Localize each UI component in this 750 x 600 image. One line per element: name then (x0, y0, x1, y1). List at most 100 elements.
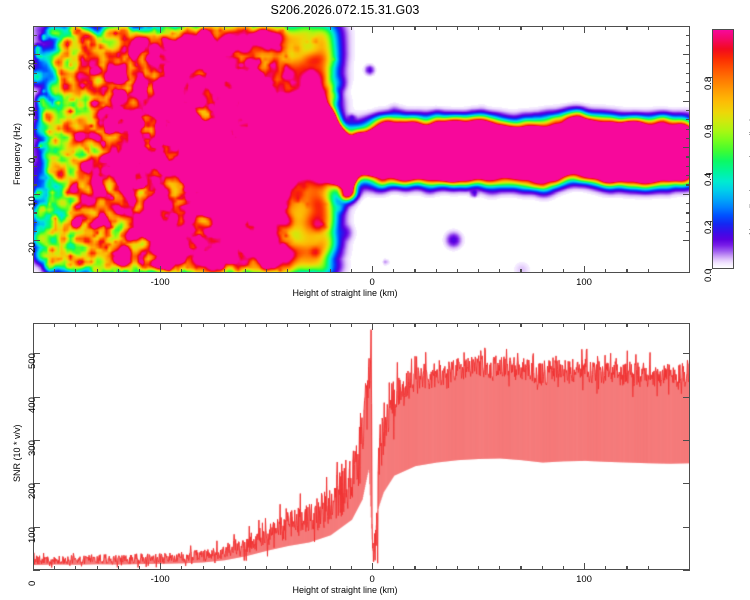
axis-tick-label: 0.2 (703, 220, 714, 234)
axis-tick-label: 100 (27, 526, 38, 543)
axis-tick (54, 323, 56, 327)
axis-tick (605, 566, 607, 570)
spectrogram-xlabel: Height of straight line (km) (292, 288, 398, 298)
axis-tick (350, 26, 352, 30)
axis-tick (683, 526, 690, 528)
axis-tick (266, 566, 268, 570)
axis-tick (54, 26, 56, 30)
axis-tick (686, 44, 690, 46)
axis-tick (414, 323, 416, 327)
axis-tick (414, 269, 416, 273)
axis-tick (686, 128, 690, 130)
axis-tick (33, 44, 37, 46)
axis-tick (33, 26, 37, 28)
axis-tick (683, 100, 690, 102)
axis-tick (372, 563, 374, 570)
axis-tick (223, 26, 225, 30)
axis-tick (96, 566, 98, 570)
axis-tick (244, 26, 247, 30)
axis-tick (138, 323, 141, 327)
axis-tick (686, 72, 690, 74)
axis-tick-label: 0 (369, 277, 375, 288)
axis-tick (244, 566, 247, 570)
axis-tick (223, 269, 225, 273)
axis-tick (683, 53, 690, 56)
axis-tick (33, 353, 40, 355)
axis-tick (350, 323, 352, 327)
axis-tick (287, 566, 289, 570)
axis-tick (181, 269, 183, 273)
spectrogram-ylabel: Frequency (Hz) (12, 122, 22, 185)
axis-tick (683, 570, 690, 572)
axis-tick (626, 566, 628, 570)
axis-tick (33, 35, 37, 37)
axis-tick (33, 221, 37, 223)
axis-tick-label: 100 (576, 574, 592, 585)
axis-tick (647, 26, 649, 30)
axis-tick-label: -100 (150, 277, 170, 288)
axis-tick (33, 119, 37, 121)
axis-tick (138, 26, 141, 30)
axis-tick (33, 100, 40, 102)
axis-tick-label: 0.0 (703, 268, 714, 282)
axis-tick (54, 566, 56, 570)
axis-tick (33, 53, 40, 56)
axis-tick (33, 91, 37, 93)
axis-tick (706, 221, 712, 223)
axis-tick (706, 269, 712, 271)
axis-tick (33, 396, 40, 398)
axis-tick (117, 323, 119, 327)
spectrogram-plot-area (34, 27, 689, 272)
axis-tick (33, 231, 37, 233)
axis-tick (33, 212, 37, 214)
axis-tick (605, 269, 607, 273)
axis-tick (160, 266, 162, 273)
spectrogram-image (34, 27, 689, 272)
axis-tick (683, 147, 690, 149)
colorbar (712, 29, 734, 269)
axis-tick (686, 175, 690, 177)
axis-tick (686, 165, 690, 167)
axis-tick (605, 26, 607, 30)
axis-tick (683, 353, 690, 355)
axis-tick-label: 0.6 (703, 124, 714, 138)
axis-tick-label: 100 (576, 277, 592, 288)
axis-tick-label: 20 (27, 59, 38, 70)
axis-tick (541, 26, 543, 30)
axis-tick (456, 323, 458, 327)
axis-tick (160, 563, 162, 570)
axis-tick (541, 323, 543, 327)
axis-tick-label: -100 (150, 574, 170, 585)
figure-title: S206.2026.072.15.31.G03 (270, 3, 420, 17)
axis-tick (372, 323, 374, 330)
axis-tick (393, 323, 395, 327)
axis-tick (393, 566, 395, 570)
axis-tick (562, 26, 564, 30)
axis-tick (584, 266, 586, 273)
snr-trace (34, 324, 689, 569)
axis-tick (244, 269, 247, 273)
spectrogram-panel (33, 26, 690, 273)
axis-tick (499, 566, 501, 570)
axis-tick (329, 566, 331, 570)
axis-tick (33, 156, 37, 158)
snr-xlabel: Height of straight line (km) (292, 585, 398, 595)
axis-tick (329, 323, 331, 327)
axis-tick (266, 323, 268, 327)
axis-tick (54, 269, 56, 273)
axis-tick (520, 269, 522, 273)
axis-tick (584, 563, 586, 570)
axis-tick (435, 566, 437, 570)
axis-tick (117, 26, 119, 30)
axis-tick (686, 137, 690, 139)
axis-tick (33, 193, 40, 195)
axis-tick (686, 221, 690, 223)
axis-tick (478, 566, 480, 570)
axis-tick (626, 269, 628, 273)
axis-tick (456, 269, 458, 273)
snr-ylabel: SNR (10 * v/v) (12, 424, 22, 482)
axis-tick-label: -10 (27, 196, 38, 210)
axis-tick (266, 269, 268, 273)
axis-tick (456, 26, 458, 30)
